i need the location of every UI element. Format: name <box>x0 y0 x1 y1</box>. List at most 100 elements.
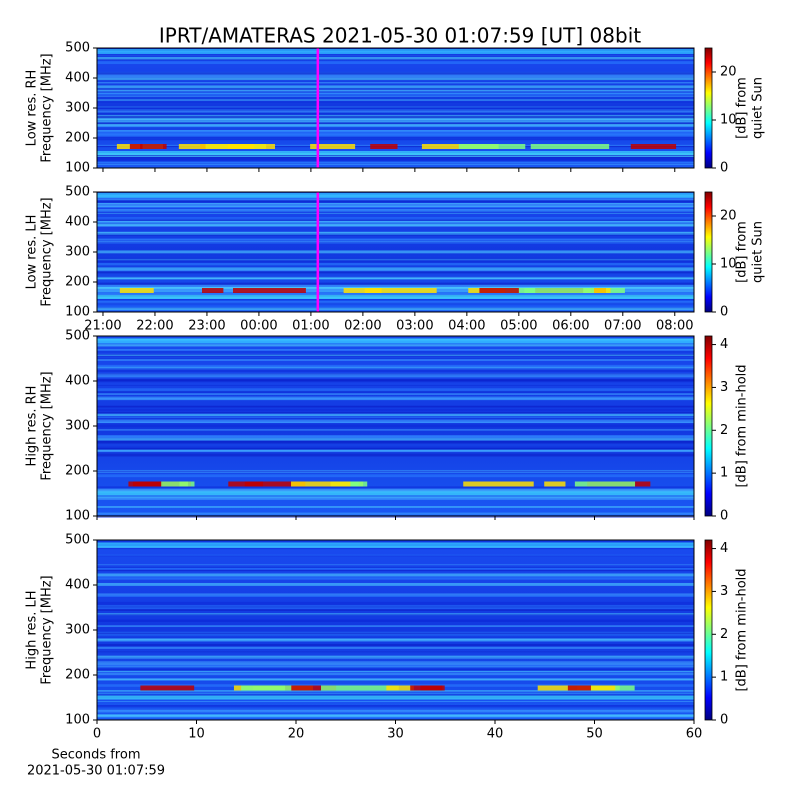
spectrogram-texture <box>97 295 694 299</box>
spectrogram-texture <box>97 408 694 412</box>
spectrogram-texture <box>97 92 694 96</box>
spectrogram-texture <box>97 271 694 274</box>
spectrogram-texture <box>97 555 694 557</box>
spectrogram-texture <box>364 288 437 293</box>
colorbar-tick-label: 10 <box>720 257 737 272</box>
colorbar-label: [dB] from min-hold <box>735 568 750 691</box>
spectrogram-texture <box>97 655 694 658</box>
y-tick-label: 300 <box>65 419 90 434</box>
spectrogram-texture <box>285 685 337 691</box>
spectrogram-texture <box>241 685 292 691</box>
spectrogram-texture <box>97 564 694 566</box>
spectrogram-texture <box>567 685 591 691</box>
spectrogram-texture <box>97 217 694 220</box>
spectrogram-texture <box>97 113 694 116</box>
spectrogram-texture <box>97 388 694 392</box>
spectrogram-texture <box>97 450 694 453</box>
spectrogram-texture <box>97 657 694 659</box>
spectrogram-texture <box>97 54 694 57</box>
spectrogram-texture <box>97 486 694 489</box>
spectrogram-texture <box>97 632 694 635</box>
colorbar-label: quiet Sun <box>751 221 766 283</box>
spectrogram-texture <box>463 481 534 487</box>
spectrogram-texture <box>97 609 694 612</box>
spectrogram-texture <box>97 607 694 609</box>
spectrogram-texture <box>97 694 694 697</box>
spectrogram-texture <box>97 690 694 692</box>
spectrogram-texture <box>119 288 154 293</box>
spectrogram-texture <box>97 135 694 137</box>
spectrogram-texture <box>97 95 694 97</box>
spectrogram-texture <box>97 419 694 423</box>
spectrogram-texture <box>97 593 694 596</box>
spectrogram-texture <box>458 144 526 149</box>
x-tick-label: 05:00 <box>500 319 537 334</box>
spectrogram-texture <box>97 364 694 368</box>
y-tick-label: 400 <box>65 215 90 230</box>
spectrogram-texture <box>97 87 694 90</box>
colorbar-tick-label: 2 <box>720 627 728 642</box>
x-tick-label: 02:00 <box>344 319 381 334</box>
colorbar-tick-label: 0 <box>720 305 728 320</box>
x-tick-label: 04:00 <box>448 319 485 334</box>
spectrogram-texture <box>97 157 694 161</box>
spectrogram-texture <box>97 643 694 647</box>
spectrogram-texture <box>97 219 694 223</box>
colorbar-tick-label: 20 <box>720 209 737 224</box>
x-axis-label: 2021-05-30 01:07:59 <box>27 764 165 779</box>
x-tick-label: 00:00 <box>240 319 277 334</box>
spectrogram-texture <box>97 573 694 577</box>
spectrogram-texture <box>97 625 694 628</box>
spectrogram-texture <box>97 138 694 141</box>
y-tick-label: 100 <box>65 305 90 320</box>
spectrogram-texture <box>310 144 356 149</box>
spectrogram-texture <box>97 662 694 666</box>
spectrogram-texture <box>97 208 694 211</box>
spectrogram-texture <box>97 449 694 450</box>
colorbar-tick-label: 1 <box>720 466 728 481</box>
spectrogram-texture <box>97 489 694 493</box>
y-tick-label: 300 <box>65 101 90 116</box>
spectrogram-texture <box>97 267 694 268</box>
spectrogram-texture <box>97 541 694 543</box>
spectrogram-texture <box>97 668 694 671</box>
spectrogram-texture <box>233 288 306 293</box>
spectrogram-texture <box>97 72 694 75</box>
colorbar-tick-label: 10 <box>720 113 737 128</box>
spectrogram-texture <box>97 541 694 542</box>
spectrogram-texture <box>97 300 694 304</box>
spectrogram-texture <box>574 481 636 487</box>
spectrogram-texture <box>97 199 694 201</box>
figure-title: IPRT/AMATERAS 2021-05-30 01:07:59 [UT] 0… <box>159 24 641 48</box>
y-tick-label: 100 <box>65 713 90 728</box>
spectrogram-texture <box>97 391 694 394</box>
spectrogram-texture <box>97 82 694 84</box>
colorbar-label: [dB] from min-hold <box>735 364 750 487</box>
spectrogram-texture <box>97 705 694 708</box>
spectrogram-texture <box>97 349 694 351</box>
spectrogram-texture <box>97 601 694 605</box>
spectrogram-texture <box>97 198 694 201</box>
spectrogram-texture <box>97 695 694 700</box>
x-tick-label: 20 <box>288 727 305 742</box>
colorbar-tick-label: 1 <box>720 670 728 685</box>
spectrogram-texture <box>97 554 694 556</box>
spectrogram-texture <box>97 424 694 428</box>
spectrogram-texture <box>97 357 694 360</box>
colorbar-tick-label: 20 <box>720 65 737 80</box>
y-tick-label: 200 <box>65 275 90 290</box>
spectrogram-texture <box>97 619 694 622</box>
spectrogram-texture <box>321 685 399 691</box>
spectrogram-texture <box>97 429 694 431</box>
colorbar-tick-label: 3 <box>720 584 728 599</box>
spectrogram-texture <box>97 297 694 301</box>
spectrogram-texture <box>97 162 694 165</box>
spectrogram-texture <box>97 212 694 214</box>
spectrogram-texture <box>97 614 694 615</box>
spectrogram-texture <box>97 708 694 712</box>
spectrogram-texture <box>370 144 398 149</box>
spectrogram-texture <box>97 379 694 382</box>
spectrogram-texture <box>97 115 694 119</box>
spectrogram-texture <box>479 288 519 293</box>
spectrogram-texture <box>97 566 694 569</box>
